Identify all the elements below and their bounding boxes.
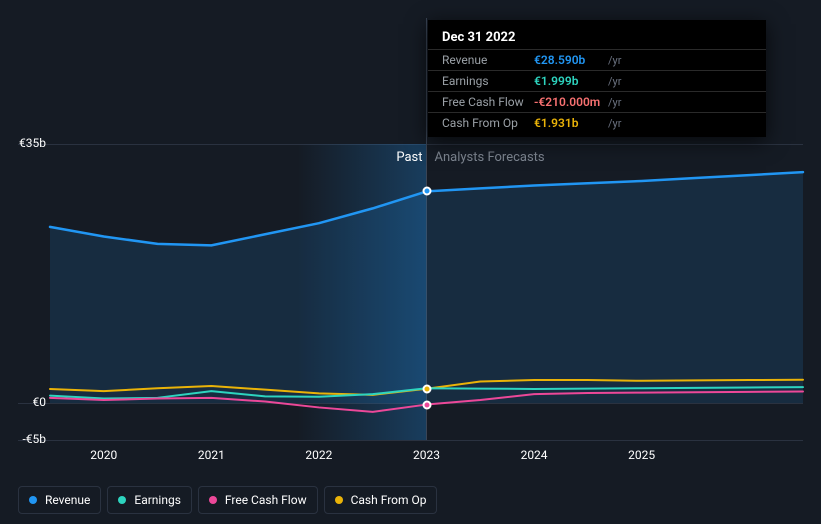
highlight-marker-fcf [422, 400, 431, 409]
y-axis-tick-label: €0 [33, 395, 47, 409]
tooltip-row-label: Revenue [442, 53, 534, 67]
tooltip-row-value: -€210.000m [534, 95, 608, 109]
x-axis-tick-label: 2020 [90, 448, 117, 462]
tooltip-row: Earnings€1.999b/yr [428, 70, 766, 91]
legend-item-earnings[interactable]: Earnings [107, 486, 192, 514]
tooltip: Dec 31 2022 Revenue€28.590b/yrEarnings€1… [428, 20, 766, 137]
y-axis-tick-label: -€5b [22, 432, 46, 446]
legend-item-label: Earnings [134, 493, 181, 507]
x-axis-tick-label: 2023 [413, 448, 440, 462]
x-axis-tick-label: 2022 [305, 448, 332, 462]
highlight-marker-cashop [422, 384, 431, 393]
tooltip-row-unit: /yr [608, 117, 630, 130]
region-label-past: Past [396, 150, 422, 165]
x-axis-tick-label: 2021 [198, 448, 225, 462]
tooltip-row-value: €1.931b [534, 116, 608, 130]
tooltip-row: Cash From Op€1.931b/yr [428, 112, 766, 133]
tooltip-row-unit: /yr [608, 75, 630, 88]
tooltip-row-label: Free Cash Flow [442, 95, 534, 109]
x-axis-tick-label: 2024 [521, 448, 548, 462]
tooltip-row: Free Cash Flow-€210.000m/yr [428, 91, 766, 112]
y-axis-labels: €35b €0 -€5b [0, 0, 46, 524]
legend-dot-icon [335, 496, 343, 504]
legend-item-cashop[interactable]: Cash From Op [324, 486, 438, 514]
region-label-forecast: Analysts Forecasts [435, 150, 545, 165]
legend-item-revenue[interactable]: Revenue [18, 486, 101, 514]
chart-container: €35b €0 -€5b 2020 2021 2022 2023 2024 2025 Past… [0, 0, 821, 524]
legend-item-label: Free Cash Flow [225, 493, 307, 507]
legend-item-label: Cash From Op [351, 493, 427, 507]
tooltip-row-label: Cash From Op [442, 116, 534, 130]
legend-item-fcf[interactable]: Free Cash Flow [198, 486, 318, 514]
legend-dot-icon [209, 496, 217, 504]
legend-dot-icon [29, 496, 37, 504]
legend-dot-icon [118, 496, 126, 504]
tooltip-row-label: Earnings [442, 74, 534, 88]
tooltip-row: Revenue€28.590b/yr [428, 49, 766, 70]
highlight-marker-revenue [422, 187, 431, 196]
legend: Revenue Earnings Free Cash Flow Cash From O… [18, 486, 437, 514]
y-axis-tick-label: €35b [19, 136, 46, 150]
x-axis-tick-label: 2025 [628, 448, 655, 462]
tooltip-row-value: €28.590b [534, 53, 608, 67]
tooltip-title: Dec 31 2022 [428, 30, 766, 49]
legend-item-label: Revenue [45, 493, 90, 507]
tooltip-row-unit: /yr [608, 54, 630, 67]
tooltip-row-value: €1.999b [534, 74, 608, 88]
tooltip-row-unit: /yr [608, 96, 630, 109]
